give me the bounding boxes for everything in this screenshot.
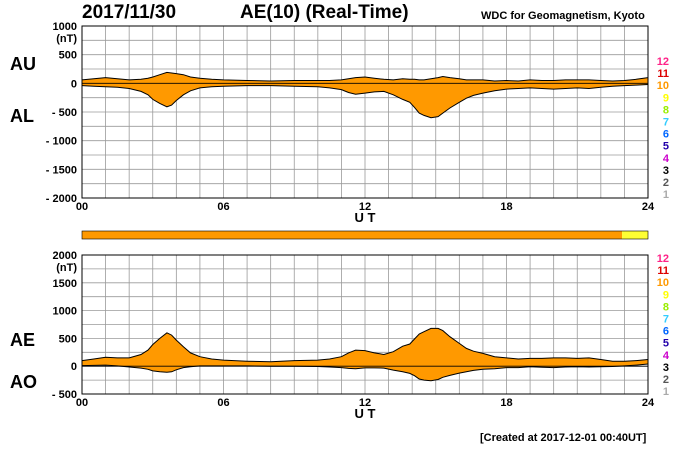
station-level-2: 2 xyxy=(663,374,669,386)
status-bar-highlight xyxy=(622,231,648,239)
index-label-al: AL xyxy=(10,106,34,126)
x-tick-label: 24 xyxy=(642,397,655,409)
station-level-9: 9 xyxy=(663,289,669,301)
y-tick-label: - 500 xyxy=(52,389,77,401)
station-level-3: 3 xyxy=(663,165,669,177)
station-level-7: 7 xyxy=(663,117,669,129)
x-axis-label: U T xyxy=(355,210,376,225)
station-level-9: 9 xyxy=(663,92,669,104)
x-tick-label: 00 xyxy=(76,201,88,213)
x-tick-label: 12 xyxy=(359,397,371,409)
station-level-6: 6 xyxy=(663,326,669,338)
y-tick-label: 1500 xyxy=(53,278,77,290)
x-tick-label: 06 xyxy=(217,201,229,213)
plot-frame xyxy=(81,25,649,199)
station-level-4: 4 xyxy=(663,153,670,165)
x-tick-label: 18 xyxy=(500,397,512,409)
y-tick-label: 1000 xyxy=(53,21,77,33)
series-line-ao xyxy=(81,363,649,382)
status-bar-segment xyxy=(82,231,623,239)
plot-frame xyxy=(81,254,649,395)
y-tick-label: - 500 xyxy=(52,107,77,119)
status-bar-frame xyxy=(81,230,649,240)
x-tick-label: 12 xyxy=(359,201,371,213)
station-level-8: 8 xyxy=(663,301,669,313)
index-label-ao: AO xyxy=(10,372,37,392)
y-tick-label: - 1500 xyxy=(46,164,77,176)
series-line-ae xyxy=(81,327,649,363)
station-level-2: 2 xyxy=(663,177,669,189)
station-level-1: 1 xyxy=(663,386,669,398)
station-level-5: 5 xyxy=(663,141,669,153)
station-level-1: 1 xyxy=(663,189,669,201)
series-line-al xyxy=(81,84,649,119)
station-level-11: 11 xyxy=(657,265,669,277)
station-status-bar xyxy=(81,230,649,240)
station-level-7: 7 xyxy=(663,314,669,326)
index-area-fill xyxy=(82,328,648,381)
y-unit-label: (nT) xyxy=(56,33,77,45)
station-level-10: 10 xyxy=(657,80,669,92)
y-tick-label: 500 xyxy=(59,333,77,345)
x-axis-label: U T xyxy=(355,406,376,421)
station-level-8: 8 xyxy=(663,104,669,116)
station-level-6: 6 xyxy=(663,129,669,141)
data-source: WDC for Geomagnetism, Kyoto xyxy=(481,10,645,22)
station-level-3: 3 xyxy=(663,362,669,374)
station-level-12: 12 xyxy=(657,253,669,265)
chart-date: 2017/11/30 xyxy=(82,2,177,23)
y-tick-label: 0 xyxy=(71,78,77,90)
series-line-au xyxy=(81,71,649,82)
x-tick-label: 24 xyxy=(642,201,655,213)
x-tick-label: 06 xyxy=(217,397,229,409)
station-level-5: 5 xyxy=(663,338,669,350)
y-tick-label: - 1000 xyxy=(46,136,77,148)
chart-panel-1: 1000 500 0 - 500 - 1000 - 1500 - 2000 (nT) 00 06 1… xyxy=(10,21,670,225)
index-label-ae: AE xyxy=(10,330,35,350)
y-tick-label: 1000 xyxy=(53,306,77,318)
x-tick-label: 18 xyxy=(500,201,512,213)
y-tick-label: 0 xyxy=(71,361,77,373)
station-level-12: 12 xyxy=(657,56,669,68)
station-level-10: 10 xyxy=(657,277,669,289)
y-tick-label: 500 xyxy=(59,50,77,62)
index-label-au: AU xyxy=(10,54,36,74)
y-tick-label: - 2000 xyxy=(46,193,77,205)
created-timestamp: [Created at 2017-12-01 00:40UT] xyxy=(480,432,647,444)
station-level-11: 11 xyxy=(657,68,669,80)
station-level-4: 4 xyxy=(663,350,670,362)
x-tick-label: 00 xyxy=(76,397,88,409)
chart-title: AE(10) (Real-Time) xyxy=(240,2,409,23)
y-tick-label: 2000 xyxy=(53,250,77,262)
y-unit-label: (nT) xyxy=(56,262,77,274)
